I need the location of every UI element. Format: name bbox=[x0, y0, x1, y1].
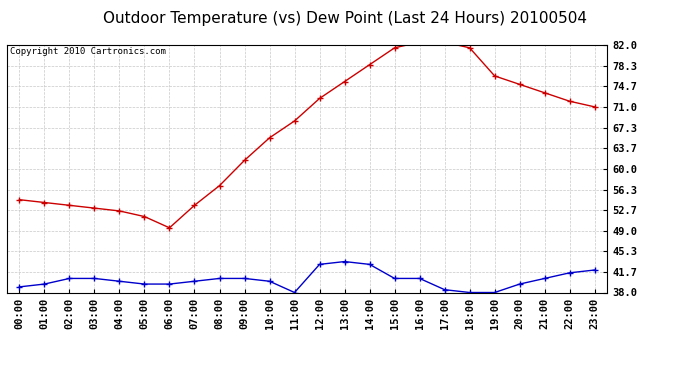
Text: Outdoor Temperature (vs) Dew Point (Last 24 Hours) 20100504: Outdoor Temperature (vs) Dew Point (Last… bbox=[103, 11, 587, 26]
Text: Copyright 2010 Cartronics.com: Copyright 2010 Cartronics.com bbox=[10, 48, 166, 57]
